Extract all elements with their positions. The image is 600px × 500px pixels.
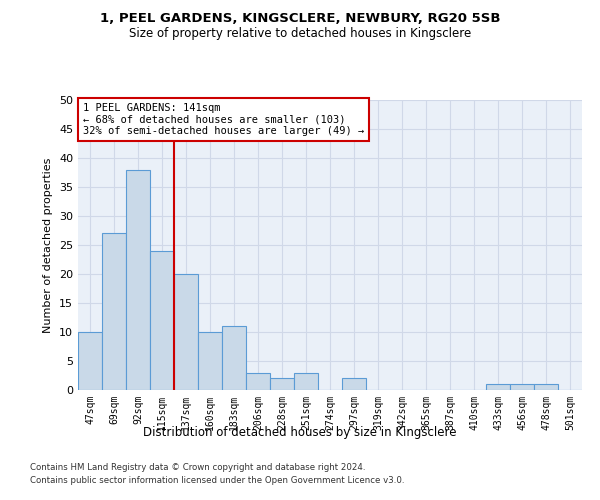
Bar bbox=[174, 274, 198, 390]
Bar bbox=[486, 384, 510, 390]
Bar bbox=[78, 332, 102, 390]
Text: Size of property relative to detached houses in Kingsclere: Size of property relative to detached ho… bbox=[129, 28, 471, 40]
Bar bbox=[246, 372, 270, 390]
Bar bbox=[342, 378, 366, 390]
Text: Contains public sector information licensed under the Open Government Licence v3: Contains public sector information licen… bbox=[30, 476, 404, 485]
Bar bbox=[294, 372, 318, 390]
Bar bbox=[510, 384, 534, 390]
Bar bbox=[126, 170, 150, 390]
Text: Distribution of detached houses by size in Kingsclere: Distribution of detached houses by size … bbox=[143, 426, 457, 439]
Bar bbox=[270, 378, 294, 390]
Bar bbox=[198, 332, 222, 390]
Bar bbox=[150, 251, 174, 390]
Text: 1 PEEL GARDENS: 141sqm
← 68% of detached houses are smaller (103)
32% of semi-de: 1 PEEL GARDENS: 141sqm ← 68% of detached… bbox=[83, 103, 364, 136]
Bar bbox=[222, 326, 246, 390]
Y-axis label: Number of detached properties: Number of detached properties bbox=[43, 158, 53, 332]
Text: Contains HM Land Registry data © Crown copyright and database right 2024.: Contains HM Land Registry data © Crown c… bbox=[30, 464, 365, 472]
Bar bbox=[534, 384, 558, 390]
Text: 1, PEEL GARDENS, KINGSCLERE, NEWBURY, RG20 5SB: 1, PEEL GARDENS, KINGSCLERE, NEWBURY, RG… bbox=[100, 12, 500, 26]
Bar bbox=[102, 234, 126, 390]
